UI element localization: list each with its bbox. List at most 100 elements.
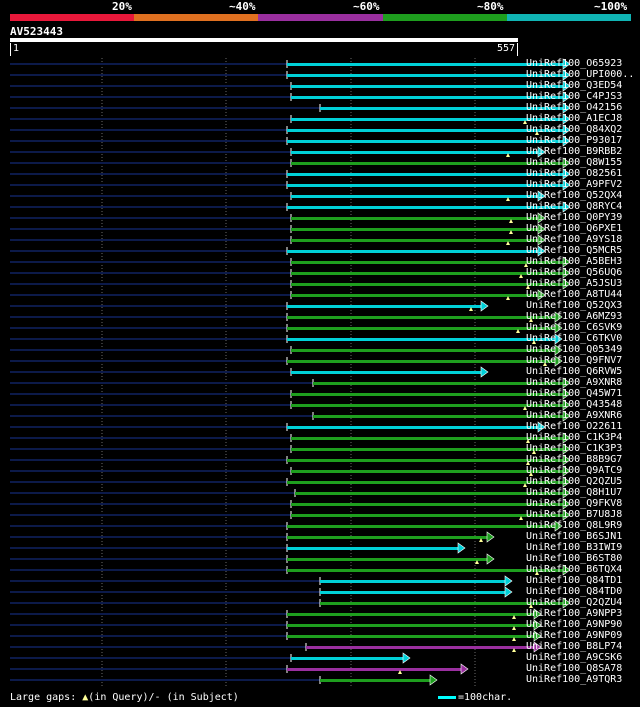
hit-row[interactable] bbox=[10, 443, 571, 455]
hit-bar[interactable] bbox=[291, 503, 564, 506]
hit-bar[interactable] bbox=[287, 613, 535, 616]
hit-bar[interactable] bbox=[287, 536, 488, 539]
hit-label-link[interactable]: UniRef100_A1ECJ8 bbox=[526, 113, 623, 124]
hit-row[interactable] bbox=[10, 267, 571, 279]
hit-row[interactable] bbox=[10, 476, 571, 488]
hit-label-link[interactable]: UniRef100_Q2QZU5 bbox=[526, 476, 623, 487]
hit-bar[interactable] bbox=[313, 382, 564, 385]
hit-bar[interactable] bbox=[287, 459, 564, 462]
hit-label-link[interactable]: UniRef100_A6MZ93 bbox=[526, 311, 623, 322]
hit-row[interactable] bbox=[10, 80, 571, 92]
hit-bar[interactable] bbox=[287, 558, 488, 561]
hit-label-link[interactable]: UniRef100_B7U8J8 bbox=[526, 509, 623, 520]
hit-row[interactable] bbox=[10, 432, 571, 444]
hit-bar[interactable] bbox=[320, 679, 431, 682]
hit-row[interactable] bbox=[10, 597, 571, 609]
hit-row[interactable] bbox=[10, 179, 571, 191]
hit-bar[interactable] bbox=[291, 85, 564, 88]
hit-row[interactable] bbox=[10, 58, 571, 70]
hit-label-link[interactable]: UniRef100_Q43548 bbox=[526, 399, 623, 410]
hit-row[interactable] bbox=[10, 124, 571, 136]
hit-bar[interactable] bbox=[287, 206, 564, 209]
hit-row[interactable] bbox=[10, 344, 563, 356]
hit-row[interactable] bbox=[10, 311, 563, 323]
hit-label-link[interactable]: UniRef100_B8B9G7 bbox=[526, 454, 623, 465]
hit-label-link[interactable]: UniRef100_UPI000.. bbox=[526, 69, 635, 80]
hit-bar[interactable] bbox=[291, 448, 564, 451]
hit-row[interactable] bbox=[10, 135, 571, 147]
hit-row[interactable] bbox=[10, 212, 546, 224]
hit-bar[interactable] bbox=[291, 283, 564, 286]
hit-bar[interactable] bbox=[291, 217, 539, 220]
hit-label-link[interactable]: UniRef100_A9TQR3 bbox=[526, 674, 623, 685]
hit-bar[interactable] bbox=[287, 327, 556, 330]
hit-row[interactable] bbox=[10, 663, 469, 675]
hit-label-link[interactable]: UniRef100_Q05349 bbox=[526, 344, 623, 355]
hit-row[interactable] bbox=[10, 410, 571, 422]
hit-label-link[interactable]: UniRef100_A9XNR6 bbox=[526, 410, 623, 421]
hit-label-link[interactable]: UniRef100_Q8H1U7 bbox=[526, 487, 623, 498]
hit-label-link[interactable]: UniRef100_Q5MCR5 bbox=[526, 245, 623, 256]
hit-label-link[interactable]: UniRef100_A9PFV2 bbox=[526, 179, 623, 190]
hit-label-link[interactable]: UniRef100_Q8L9R9 bbox=[526, 520, 623, 531]
hit-bar[interactable] bbox=[287, 250, 539, 253]
hit-row[interactable] bbox=[10, 652, 411, 664]
hit-label-link[interactable]: UniRef100_A5BEH3 bbox=[526, 256, 623, 267]
hit-label-link[interactable]: UniRef100_A9YS18 bbox=[526, 234, 623, 245]
hit-row[interactable] bbox=[10, 674, 438, 686]
hit-bar[interactable] bbox=[291, 118, 564, 121]
hit-bar[interactable] bbox=[287, 481, 564, 484]
hit-bar[interactable] bbox=[291, 371, 482, 374]
hit-label-link[interactable]: UniRef100_O82561 bbox=[526, 168, 623, 179]
hit-label-link[interactable]: UniRef100_A9NP90 bbox=[526, 619, 623, 630]
hit-bar[interactable] bbox=[287, 74, 564, 77]
hit-label-link[interactable]: UniRef100_A9CSK6 bbox=[526, 652, 623, 663]
hit-bar[interactable] bbox=[287, 63, 564, 66]
hit-row[interactable] bbox=[10, 201, 571, 213]
hit-label-link[interactable]: UniRef100_C1K3P4 bbox=[526, 432, 623, 443]
hit-bar[interactable] bbox=[287, 569, 564, 572]
hit-bar[interactable] bbox=[313, 415, 564, 418]
hit-bar[interactable] bbox=[291, 470, 564, 473]
hit-bar[interactable] bbox=[295, 492, 564, 495]
hit-row[interactable] bbox=[10, 366, 489, 378]
hit-row[interactable] bbox=[10, 586, 513, 598]
hit-bar[interactable] bbox=[287, 668, 462, 671]
hit-label-link[interactable]: UniRef100_Q3ED54 bbox=[526, 80, 623, 91]
hit-row[interactable] bbox=[10, 223, 546, 235]
hit-label-link[interactable]: UniRef100_A5JSU3 bbox=[526, 278, 623, 289]
hit-bar[interactable] bbox=[287, 426, 539, 429]
hit-label-link[interactable]: UniRef100_Q8SA78 bbox=[526, 663, 623, 674]
hit-label-link[interactable]: UniRef100_B6ST80 bbox=[526, 553, 623, 564]
hit-bar[interactable] bbox=[287, 338, 556, 341]
hit-label-link[interactable]: UniRef100_P93017 bbox=[526, 135, 623, 146]
hit-bar[interactable] bbox=[320, 602, 564, 605]
hit-bar[interactable] bbox=[287, 184, 564, 187]
hit-row[interactable] bbox=[10, 487, 571, 499]
hit-label-link[interactable]: UniRef100_B8LP74 bbox=[526, 641, 623, 652]
hit-row[interactable] bbox=[10, 498, 571, 510]
hit-row[interactable] bbox=[10, 509, 571, 521]
hit-bar[interactable] bbox=[287, 140, 564, 143]
hit-row[interactable] bbox=[10, 168, 571, 180]
hit-row[interactable] bbox=[10, 355, 563, 367]
hit-row[interactable] bbox=[10, 256, 571, 268]
hit-row[interactable] bbox=[10, 300, 489, 312]
hit-label-link[interactable]: UniRef100_Q2QZU4 bbox=[526, 597, 623, 608]
hit-label-link[interactable]: UniRef100_Q52QX3 bbox=[526, 300, 623, 311]
hit-bar[interactable] bbox=[291, 151, 539, 154]
hit-row[interactable] bbox=[10, 69, 571, 81]
hit-bar[interactable] bbox=[287, 624, 535, 627]
hit-row[interactable] bbox=[10, 113, 571, 125]
hit-bar[interactable] bbox=[306, 646, 535, 649]
hit-bar[interactable] bbox=[291, 514, 564, 517]
hit-bar[interactable] bbox=[287, 360, 556, 363]
hit-label-link[interactable]: UniRef100_B6SJN1 bbox=[526, 531, 623, 542]
hit-bar[interactable] bbox=[291, 349, 556, 352]
hit-bar[interactable] bbox=[287, 129, 564, 132]
hit-label-link[interactable]: UniRef100_A8TU44 bbox=[526, 289, 623, 300]
hit-bar[interactable] bbox=[287, 305, 482, 308]
hit-bar[interactable] bbox=[291, 239, 539, 242]
hit-row[interactable] bbox=[10, 564, 571, 576]
hit-label-link[interactable]: UniRef100_Q8W155 bbox=[526, 157, 623, 168]
